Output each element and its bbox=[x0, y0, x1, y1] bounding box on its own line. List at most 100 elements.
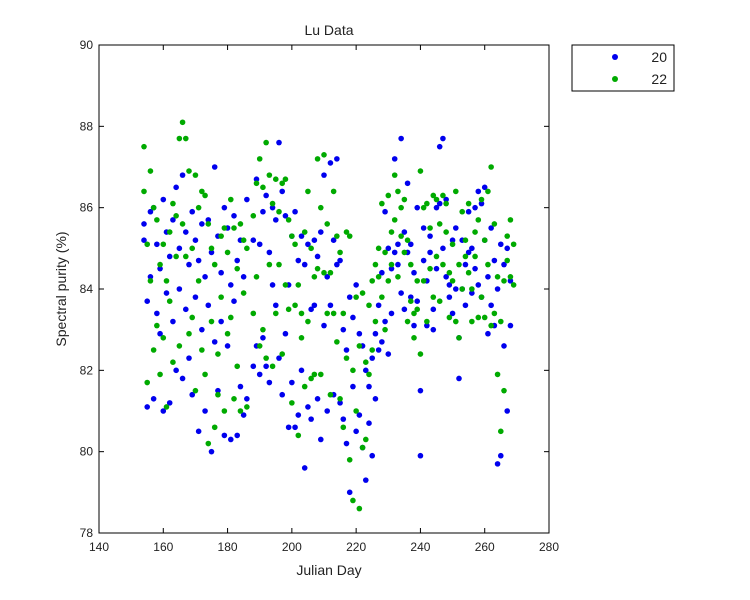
legend-label: 20 bbox=[651, 49, 667, 65]
data-point-series-22 bbox=[154, 322, 160, 329]
data-point-series-20 bbox=[147, 208, 154, 215]
data-point-series-22 bbox=[218, 233, 224, 239]
data-point-series-20 bbox=[504, 245, 511, 252]
data-point-series-22 bbox=[256, 156, 263, 162]
data-point-series-22 bbox=[507, 217, 514, 223]
data-point-series-22 bbox=[456, 261, 462, 268]
data-point-series-22 bbox=[160, 241, 167, 248]
data-point-series-20 bbox=[452, 286, 459, 292]
data-point-series-20 bbox=[189, 208, 196, 215]
data-point-series-22 bbox=[388, 229, 395, 235]
data-point-series-22 bbox=[276, 208, 282, 215]
data-point-series-20 bbox=[430, 306, 437, 313]
data-point-series-20 bbox=[202, 408, 208, 414]
data-point-series-22 bbox=[170, 359, 176, 366]
data-point-series-22 bbox=[478, 294, 485, 300]
data-point-series-20 bbox=[157, 330, 163, 337]
data-point-series-22 bbox=[305, 188, 311, 195]
data-point-series-22 bbox=[321, 269, 327, 276]
data-point-series-20 bbox=[456, 375, 462, 382]
data-point-series-20 bbox=[433, 265, 440, 272]
data-point-series-20 bbox=[350, 383, 356, 390]
data-point-series-22 bbox=[308, 245, 314, 252]
data-point-series-20 bbox=[292, 208, 298, 215]
data-point-series-22 bbox=[292, 241, 298, 248]
data-point-series-20 bbox=[266, 249, 273, 256]
data-point-series-22 bbox=[266, 172, 273, 178]
data-point-series-20 bbox=[372, 396, 379, 402]
data-point-series-22 bbox=[186, 168, 192, 174]
data-point-series-22 bbox=[462, 253, 469, 260]
data-point-series-20 bbox=[353, 282, 359, 288]
data-point-series-22 bbox=[385, 192, 392, 199]
data-point-series-20 bbox=[321, 322, 327, 329]
data-point-series-20 bbox=[353, 428, 359, 435]
data-point-series-22 bbox=[446, 269, 453, 276]
data-point-series-20 bbox=[305, 404, 311, 410]
data-point-series-22 bbox=[369, 347, 376, 353]
legend-label: 22 bbox=[651, 71, 667, 87]
data-point-series-20 bbox=[327, 160, 334, 166]
data-point-series-22 bbox=[485, 188, 491, 195]
data-point-series-20 bbox=[308, 416, 314, 422]
data-point-series-22 bbox=[350, 497, 356, 504]
data-point-series-20 bbox=[440, 135, 446, 142]
data-point-series-22 bbox=[154, 217, 160, 223]
data-point-series-22 bbox=[263, 139, 269, 146]
data-point-series-20 bbox=[485, 274, 491, 280]
data-point-series-22 bbox=[472, 253, 478, 260]
data-point-series-20 bbox=[279, 391, 286, 398]
data-point-series-22 bbox=[166, 298, 173, 305]
data-point-series-22 bbox=[189, 314, 196, 321]
data-point-series-20 bbox=[202, 274, 208, 280]
data-point-series-22 bbox=[301, 229, 308, 235]
data-point-series-22 bbox=[147, 168, 154, 174]
data-point-series-20 bbox=[366, 420, 372, 427]
data-point-series-20 bbox=[362, 477, 369, 483]
data-point-series-22 bbox=[353, 294, 359, 300]
data-point-series-22 bbox=[202, 371, 208, 378]
data-point-series-20 bbox=[411, 322, 417, 329]
data-point-series-22 bbox=[459, 286, 466, 292]
data-point-series-20 bbox=[395, 261, 401, 268]
data-point-series-20 bbox=[160, 408, 167, 414]
data-point-series-22 bbox=[250, 213, 257, 219]
data-point-series-22 bbox=[321, 152, 327, 158]
data-point-series-22 bbox=[330, 310, 337, 317]
data-point-series-20 bbox=[269, 204, 276, 211]
data-point-series-20 bbox=[497, 452, 504, 459]
data-point-series-20 bbox=[292, 424, 298, 431]
data-point-series-20 bbox=[234, 432, 241, 439]
data-point-series-22 bbox=[366, 371, 372, 378]
data-point-series-20 bbox=[462, 261, 469, 268]
data-point-series-20 bbox=[337, 400, 343, 406]
data-point-series-22 bbox=[475, 314, 482, 321]
data-point-series-20 bbox=[260, 335, 266, 341]
data-point-series-20 bbox=[154, 241, 160, 248]
data-point-series-22 bbox=[362, 359, 369, 366]
data-point-series-20 bbox=[356, 330, 363, 337]
data-point-series-20 bbox=[443, 196, 449, 203]
data-point-series-20 bbox=[227, 282, 234, 288]
data-point-series-20 bbox=[282, 213, 289, 219]
data-point-series-20 bbox=[144, 404, 151, 410]
data-point-series-20 bbox=[481, 184, 488, 191]
data-point-series-20 bbox=[279, 188, 286, 195]
data-point-series-22 bbox=[195, 204, 202, 211]
data-point-series-20 bbox=[276, 139, 282, 146]
data-point-series-22 bbox=[452, 188, 459, 195]
data-point-series-22 bbox=[343, 229, 350, 235]
data-point-series-20 bbox=[446, 282, 453, 288]
data-point-series-20 bbox=[163, 290, 170, 296]
data-point-series-22 bbox=[205, 440, 212, 447]
data-point-series-22 bbox=[420, 204, 427, 211]
data-point-series-20 bbox=[414, 298, 421, 305]
data-point-series-20 bbox=[260, 208, 266, 215]
data-point-series-20 bbox=[340, 326, 347, 333]
data-point-series-22 bbox=[510, 241, 517, 248]
y-axis-label: Spectral purity (%) bbox=[53, 231, 69, 346]
data-point-series-22 bbox=[308, 375, 314, 382]
data-point-series-22 bbox=[350, 367, 356, 374]
